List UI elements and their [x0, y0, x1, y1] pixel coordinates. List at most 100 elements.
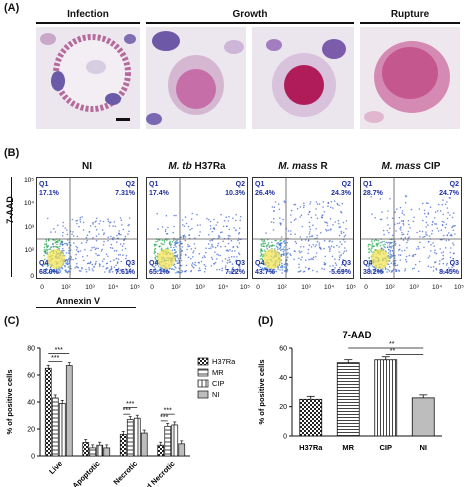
panel-a-label: (A) — [4, 2, 20, 14]
chart-d-category-label: CIP — [379, 443, 392, 452]
chart-c-bar — [178, 443, 186, 457]
chart-c-category-label: Necrotic — [112, 459, 140, 487]
flow-xaxis-line — [36, 307, 136, 308]
flow-q2-name: Q2 — [236, 181, 245, 188]
chart-d-category-label: MR — [342, 443, 354, 452]
flow-x-tick: 10³ — [301, 284, 311, 291]
flow-q3-name: Q3 — [342, 260, 351, 267]
flow-q2-name: Q2 — [342, 181, 351, 188]
flow-q1-name: Q1 — [39, 181, 48, 188]
chart-c-ytick-label: 80 — [27, 346, 35, 353]
chart-c-legend-label: MR — [212, 368, 224, 377]
flow-title-suffix: R — [317, 161, 328, 172]
flow-q4-value: 65.1% — [149, 269, 170, 276]
chart-c-category-label: Apoptotic — [71, 459, 102, 487]
flow-q4-name: Q4 — [39, 260, 48, 267]
chart-c-ytick-label: 0 — [31, 454, 35, 461]
flow-plot-title-2: M. tb H37Ra — [146, 161, 248, 172]
header-growth: Growth — [232, 9, 268, 20]
chart-c-category-label: 2nd Necrotic — [138, 459, 176, 487]
flow-x-tick: 10³ — [409, 284, 419, 291]
flow-q1-name: Q1 — [363, 181, 372, 188]
chart-c-bar — [103, 447, 111, 457]
flow-x-tick: 0 — [364, 284, 368, 291]
flow-q2-value: 7.31% — [115, 190, 136, 197]
flow-q1-value: 17.1% — [39, 190, 60, 197]
chart-c-bar — [65, 365, 73, 457]
chart-c-legend-label: NI — [212, 390, 220, 399]
flow-title-italic: M. tb — [168, 161, 192, 172]
chart-c: 0 20 40 60 80 % of positive cells Live Apoptoti… — [5, 346, 236, 487]
flow-q2-name: Q2 — [450, 181, 459, 188]
chart-c-sig-label: *** — [123, 408, 131, 415]
chart-d-ytick-label: 60 — [279, 346, 287, 353]
micrograph-growth-1 — [146, 27, 246, 129]
flow-y-tick: 10² — [25, 247, 35, 254]
flow-title-italic: M. mass — [278, 161, 318, 172]
header-growth-line — [146, 22, 354, 24]
flow-q3-name: Q3 — [450, 260, 459, 267]
flow-x-tick: 0 — [256, 284, 260, 291]
flow-plot-title-3: M. mass R — [252, 161, 354, 172]
flow-q3-value: 8.45% — [439, 269, 460, 276]
flow-x-tick: 10⁵ — [346, 284, 356, 291]
chart-d-sig-label: ** — [390, 348, 396, 355]
chart-c-bar — [44, 367, 52, 457]
flow-title-suffix: CIP — [421, 161, 441, 172]
chart-d-bar — [336, 362, 360, 437]
chart-c-bar — [133, 417, 141, 457]
chart-c-legend-swatch — [197, 390, 209, 399]
flow-x-tick: 10² — [385, 284, 395, 291]
flow-x-tick: 10⁵ — [130, 284, 140, 291]
flow-x-tick: 0 — [40, 284, 44, 291]
flow-title-plain: NI — [82, 161, 92, 172]
flow-x-tick: 10⁵ — [454, 284, 464, 291]
flow-q1-value: 17.4% — [149, 190, 170, 197]
chart-c-bar — [119, 434, 127, 457]
flow-x-tick: 10² — [171, 284, 181, 291]
chart-c-bar — [51, 397, 59, 457]
chart-c-bar — [89, 447, 97, 457]
flow-q2-name: Q2 — [126, 181, 135, 188]
chart-c-bar — [126, 419, 134, 457]
chart-c-bar — [171, 424, 179, 457]
flow-q3-name: Q3 — [236, 260, 245, 267]
header-infection-line — [36, 22, 140, 24]
flow-plot-title-4: M. mass CIP — [360, 161, 462, 172]
flow-q2-value: 24.3% — [331, 190, 352, 197]
flow-q1-value: 26.4% — [255, 190, 276, 197]
flow-q4-value: 38.2% — [363, 269, 384, 276]
chart-d-bar — [411, 397, 435, 437]
flow-y-ticks: 0 10² 10³ 10⁴ 10⁵ — [24, 177, 35, 280]
chart-d-ylabel: % of positive cells — [257, 359, 266, 424]
flow-y-tick: 10³ — [25, 224, 35, 231]
micrograph-rupture — [360, 27, 460, 129]
chart-d-bar — [374, 359, 398, 437]
flow-x-tick: 10⁴ — [324, 284, 334, 291]
flow-q3-value: 7.22% — [225, 269, 246, 276]
flow-q1-name: Q1 — [255, 181, 264, 188]
chart-d-ytick-label: 0 — [283, 434, 287, 441]
chart-d-bar — [299, 398, 323, 437]
chart-c-legend-label: CIP — [212, 379, 225, 388]
header-infection: Infection — [67, 9, 109, 20]
chart-d-title: 7-AAD — [342, 330, 371, 341]
panel-d-label: (D) — [258, 315, 274, 327]
chart-d: 7-AAD 0 20 40 60 % of positive cells H37Ra MR CI… — [257, 330, 442, 452]
flow-q4-value: 68.0% — [39, 269, 60, 276]
flow-q3-value: 5.69% — [331, 269, 352, 276]
flow-y-tick: 10⁴ — [24, 200, 34, 207]
chart-c-bar — [82, 442, 90, 457]
chart-d-ytick-label: 20 — [279, 404, 287, 411]
micrograph-growth-2 — [252, 27, 354, 129]
flow-x-tick: 10² — [61, 284, 71, 291]
chart-c-legend-label: H37Ra — [212, 357, 236, 366]
flow-q1-value: 28.7% — [363, 190, 384, 197]
flow-x-tick: 10⁴ — [432, 284, 442, 291]
flow-density-cloud — [153, 212, 242, 274]
chart-c-sig-label: *** — [55, 347, 63, 354]
chart-c-legend-swatch — [197, 379, 209, 388]
flow-q4-name: Q4 — [363, 260, 372, 267]
chart-c-sig-label: *** — [160, 414, 168, 421]
flow-x-tick: 10⁴ — [218, 284, 228, 291]
